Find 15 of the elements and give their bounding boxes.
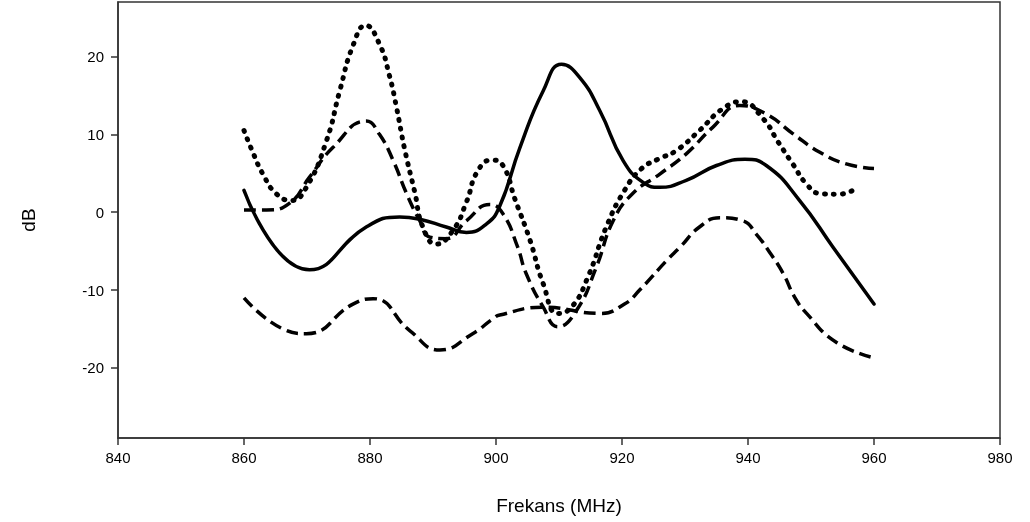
- y-axis-title: dB: [18, 208, 39, 232]
- x-axis-title: Frekans (MHz): [496, 495, 622, 516]
- x-tick-label: 980: [987, 449, 1013, 466]
- x-tick-label: 840: [105, 449, 131, 466]
- y-tick-label: 0: [95, 203, 104, 221]
- y-tick-label: 20: [87, 48, 104, 65]
- x-tick-label: 900: [483, 449, 509, 466]
- x-tick-label: 940: [735, 449, 761, 466]
- y-tick-label: -10: [82, 281, 104, 299]
- y-tick-label: -20: [82, 359, 104, 377]
- x-tick-label: 860: [231, 449, 257, 466]
- x-tick-label: 920: [609, 449, 635, 466]
- y-tick-label: 10: [87, 125, 104, 143]
- x-tick-label: 960: [861, 449, 887, 466]
- x-tick-label: 880: [357, 449, 383, 466]
